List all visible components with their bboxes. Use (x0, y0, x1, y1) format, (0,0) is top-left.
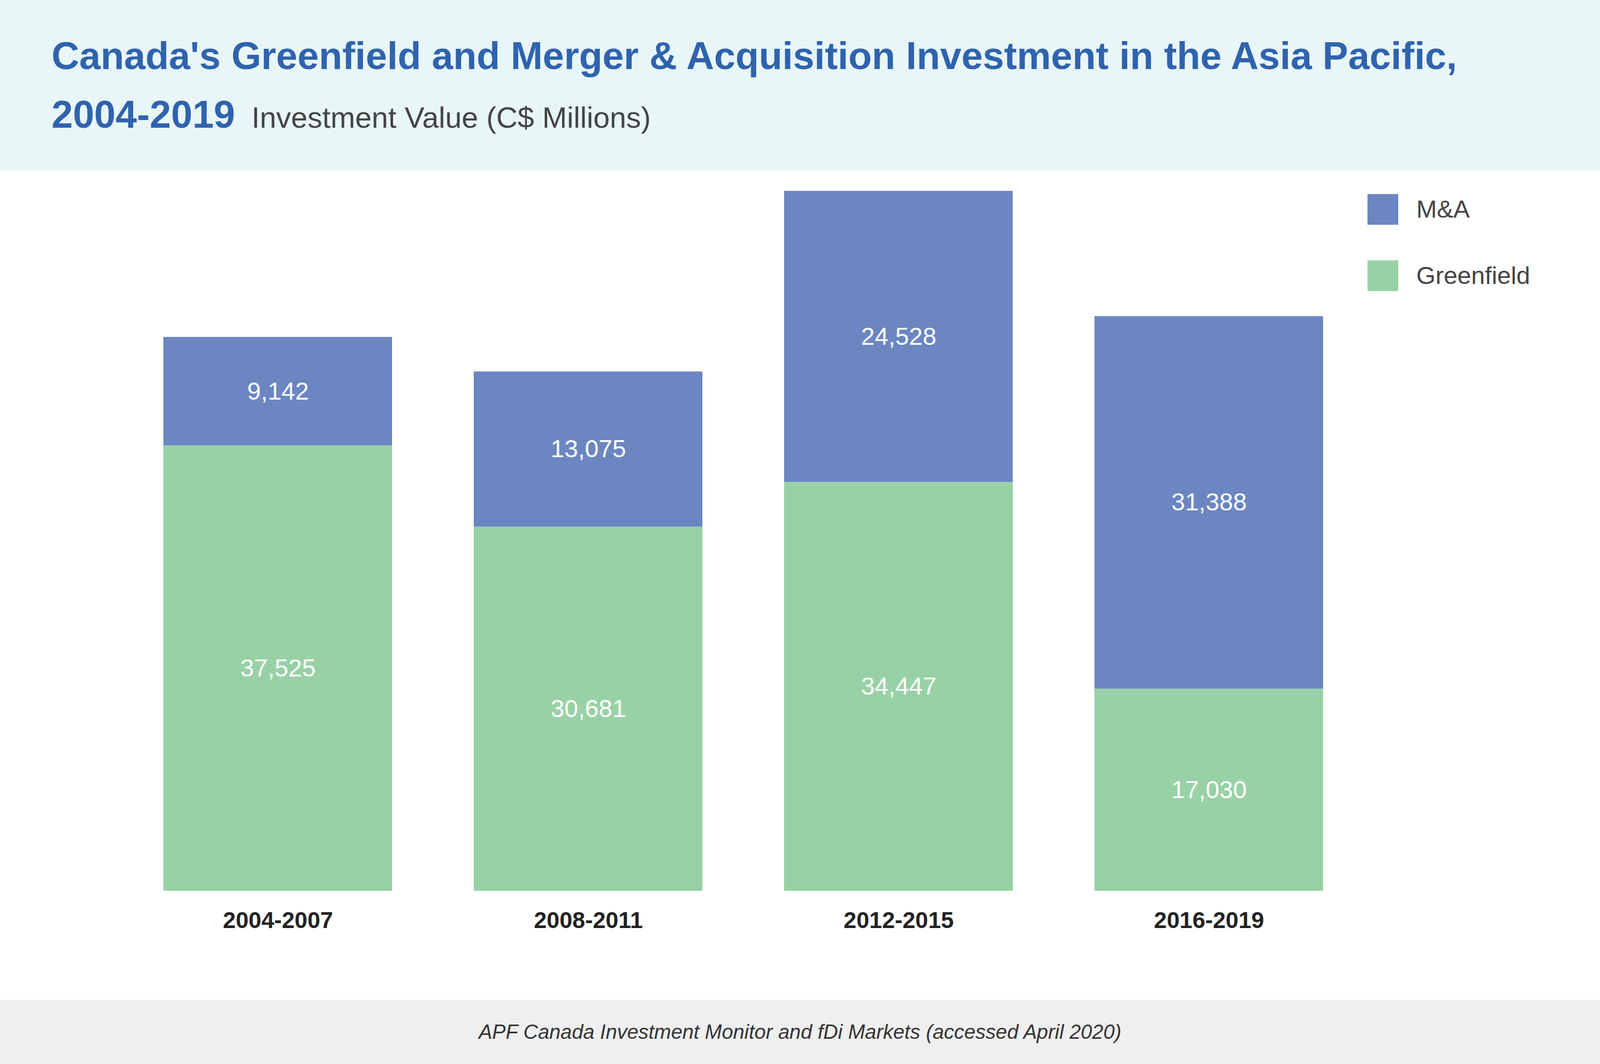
svg-text:34,447: 34,447 (860, 672, 937, 701)
html-text:Investment Value (C$ Millions): Investment Value (C$ Millions) (251, 100, 651, 134)
svg-text:37,525: 37,525 (240, 654, 316, 683)
svg-text:2004-2007: 2004-2007 (223, 907, 334, 934)
html-text:APF Canada Investment Monitor: APF Canada Investment Monitor and fDi Ma… (478, 1020, 1122, 1044)
html-text:M&A: M&A (1416, 195, 1470, 224)
svg-text:17,030: 17,030 (1171, 775, 1247, 804)
svg-text:24,528: 24,528 (860, 322, 937, 351)
svg-text:31,388: 31,388 (1171, 488, 1247, 516)
svg-text:13,075: 13,075 (550, 434, 627, 463)
svg-text:9,142: 9,142 (247, 377, 310, 406)
svg-text:2012-2015: 2012-2015 (843, 907, 955, 934)
svg-text:2008-2011: 2008-2011 (534, 907, 644, 934)
html-text:Greenfield: Greenfield (1416, 261, 1531, 290)
svg-text:30,681: 30,681 (550, 694, 627, 723)
html-text:Canada's Greenfield and Merger: Canada's Greenfield and Merger & Acquisi… (51, 34, 1457, 136)
svg-text:2016-2019: 2016-2019 (1154, 907, 1265, 934)
